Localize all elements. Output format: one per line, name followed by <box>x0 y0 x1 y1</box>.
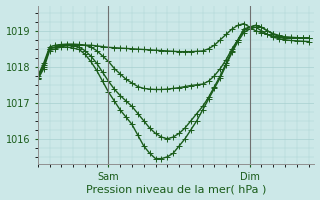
X-axis label: Pression niveau de la mer( hPa ): Pression niveau de la mer( hPa ) <box>86 184 266 194</box>
